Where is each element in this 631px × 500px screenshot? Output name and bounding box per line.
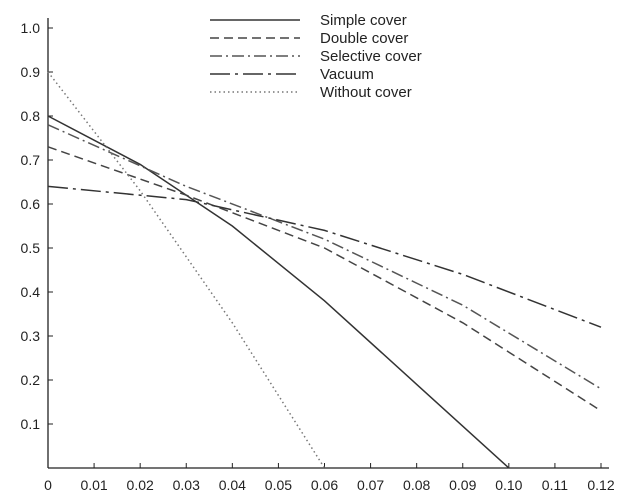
data-point-without-cover bbox=[231, 322, 233, 324]
x-tick-label: 0.11 bbox=[542, 477, 568, 493]
data-point-without-cover bbox=[139, 190, 141, 192]
y-tick-label: 0.5 bbox=[21, 240, 41, 256]
x-tick-label: 0.06 bbox=[311, 477, 338, 493]
x-tick-label: 0.02 bbox=[127, 477, 154, 493]
y-tick-label: 0.3 bbox=[21, 328, 41, 344]
data-point-simple-cover bbox=[415, 383, 417, 385]
legend-label-selective-cover: Selective cover bbox=[320, 48, 422, 65]
data-point-double-cover bbox=[185, 194, 187, 196]
legend-label-simple-cover: Simple cover bbox=[320, 12, 407, 29]
data-point-simple-cover bbox=[508, 467, 510, 469]
legend-label-double-cover: Double cover bbox=[320, 30, 408, 47]
data-point-selective-cover bbox=[185, 185, 187, 187]
data-point-double-cover bbox=[323, 247, 325, 249]
x-tick-label: 0.04 bbox=[219, 477, 246, 493]
x-tick-label: 0.09 bbox=[449, 477, 476, 493]
data-point-double-cover bbox=[462, 322, 464, 324]
x-tick-label: 0.01 bbox=[80, 477, 107, 493]
y-tick-label: 0.7 bbox=[21, 152, 41, 168]
data-point-vacuum bbox=[47, 185, 49, 187]
data-point-selective-cover bbox=[323, 238, 325, 240]
x-tick-label: 0.08 bbox=[403, 477, 430, 493]
x-tick-label: 0.07 bbox=[357, 477, 384, 493]
series-line-vacuum bbox=[47, 185, 602, 328]
data-point-vacuum bbox=[462, 273, 464, 275]
data-point-selective-cover bbox=[600, 388, 602, 390]
y-tick-label: 0.2 bbox=[21, 372, 41, 388]
data-point-double-cover bbox=[600, 410, 602, 412]
axes bbox=[47, 18, 609, 469]
y-tick-label: 0.9 bbox=[21, 64, 41, 80]
y-tick-label: 1.0 bbox=[21, 20, 41, 36]
data-point-double-cover bbox=[47, 146, 49, 148]
data-point-selective-cover bbox=[462, 304, 464, 306]
data-point-vacuum bbox=[185, 198, 187, 200]
series-lines bbox=[47, 71, 602, 469]
y-tick-label: 0.8 bbox=[21, 108, 41, 124]
x-tick-label: 0 bbox=[44, 477, 52, 493]
series-line-simple-cover bbox=[47, 115, 510, 469]
data-point-simple-cover bbox=[323, 300, 325, 302]
y-tick-label: 0.4 bbox=[21, 284, 41, 300]
y-tick-label: 0.6 bbox=[21, 196, 41, 212]
data-point-vacuum bbox=[600, 326, 602, 328]
data-point-without-cover bbox=[47, 71, 49, 73]
data-point-vacuum bbox=[323, 229, 325, 231]
data-point-simple-cover bbox=[231, 225, 233, 227]
y-tick-label: 0.1 bbox=[21, 416, 41, 432]
series-line-selective-cover bbox=[47, 124, 602, 390]
legend-label-without-cover: Without cover bbox=[320, 84, 412, 101]
data-point-without-cover bbox=[323, 467, 325, 469]
x-tick-label: 0.05 bbox=[265, 477, 292, 493]
tick-labels: 0.1 0.2 0.3 0.4 0.5 0.6 0.7 0.8 0.9 1.0 0 0.01 0.02 0… bbox=[21, 20, 615, 493]
x-tick-label: 0.03 bbox=[173, 477, 200, 493]
legend-label-vacuum: Vacuum bbox=[320, 66, 374, 83]
series-line-double-cover bbox=[47, 146, 602, 412]
x-tick-label: 0.10 bbox=[495, 477, 522, 493]
data-point-selective-cover bbox=[47, 124, 49, 126]
x-tick-label: 0.12 bbox=[587, 477, 614, 493]
series-line-without-cover bbox=[47, 71, 326, 469]
data-point-simple-cover bbox=[47, 115, 49, 117]
